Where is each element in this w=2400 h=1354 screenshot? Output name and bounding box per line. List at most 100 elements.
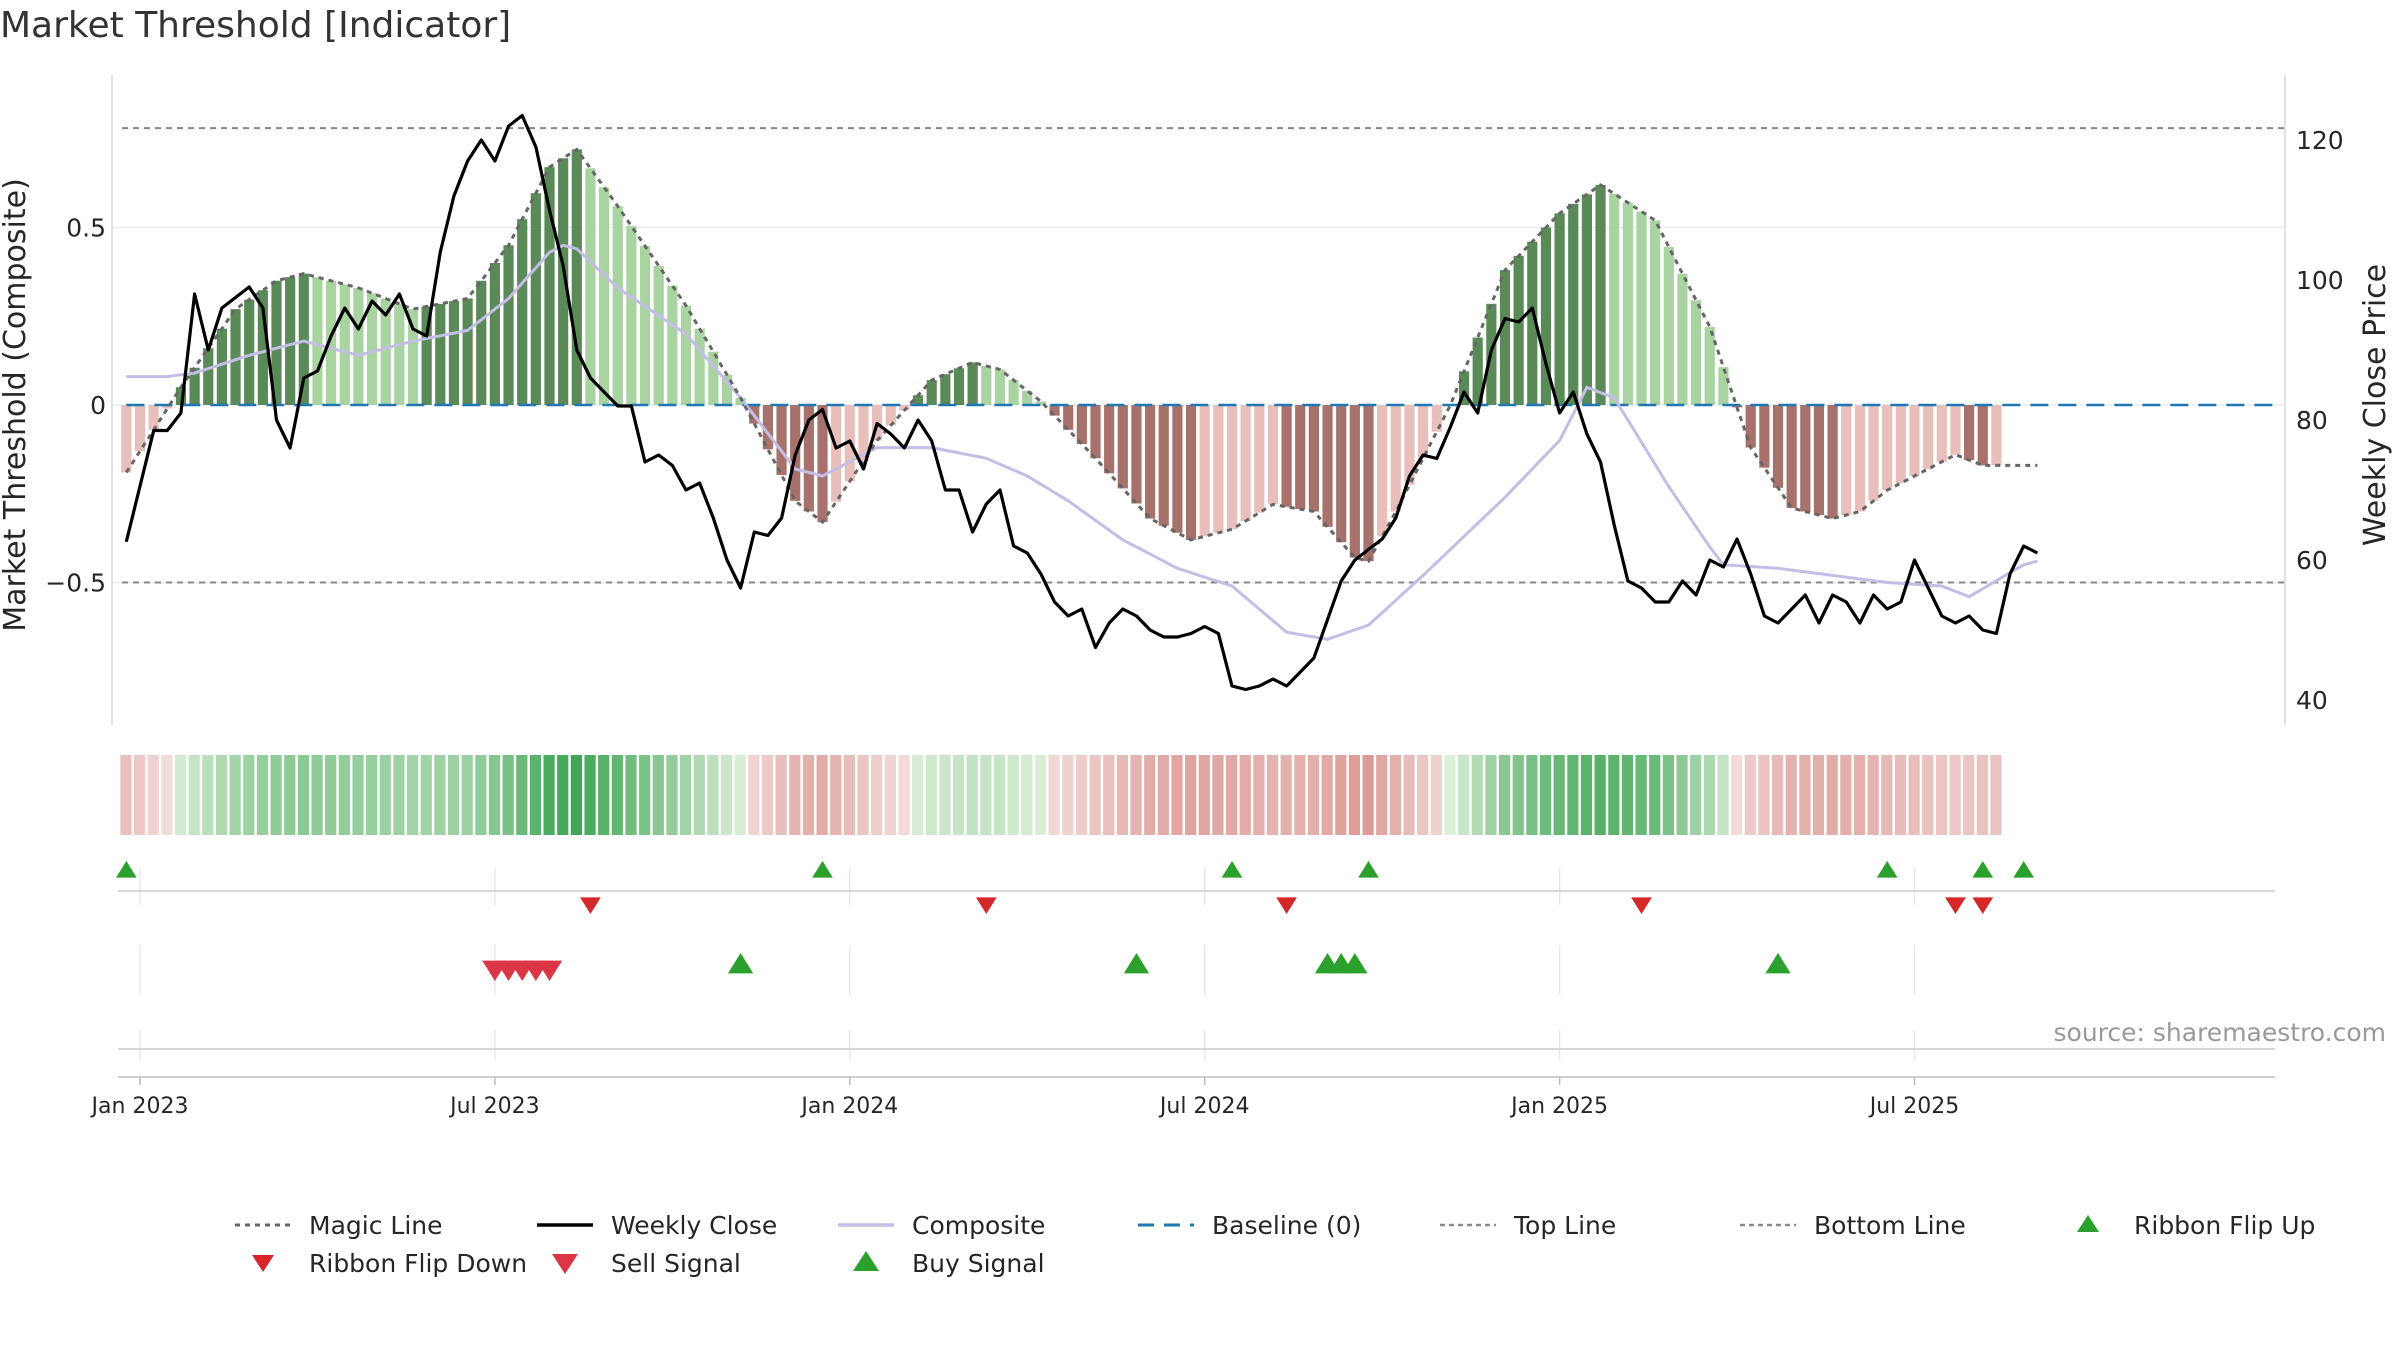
ribbon-flip-down-marker-1 (975, 897, 997, 914)
legend-label-flipup: Ribbon Flip Up (2134, 1211, 2315, 1240)
composite-bar-week-23 (448, 301, 460, 405)
ribbon-cell-week-135 (1976, 755, 1988, 835)
legend-swatch-sell (552, 1254, 578, 1274)
legend-item-composite: Composite (838, 1211, 1045, 1240)
ribbon-cell-week-40 (680, 755, 692, 835)
composite-bar-week-114 (1691, 300, 1702, 405)
composite-bar-week-112 (1663, 247, 1674, 405)
buy-signal-marker-1 (1123, 953, 1150, 974)
composite-bar-week-1 (148, 405, 159, 430)
composite-bar-week-104 (1554, 213, 1565, 405)
legend-swatch-buy (853, 1251, 879, 1271)
composite-bar-week-47 (776, 405, 787, 476)
legend-item-magic: Magic Line (235, 1211, 443, 1240)
ribbon-cell-week-63 (993, 755, 1006, 835)
ribbon-cell-week-7 (229, 755, 241, 835)
legend: Magic Line Weekly Close Composite Baseline … (235, 1211, 2315, 1278)
ribbon-cell-week-55 (884, 755, 896, 835)
composite-bar-week-42 (708, 351, 719, 405)
composite-bar-week-98 (1472, 337, 1483, 405)
composite-bar-week-120 (1772, 405, 1784, 488)
composite-bar-week-68 (1063, 405, 1074, 430)
composite-bar-week-53 (858, 405, 869, 461)
composite-bar-week-134 (1964, 405, 1975, 461)
composite-bar-week-58 (926, 380, 937, 405)
ribbon-cell-week-66 (1034, 755, 1047, 835)
y-axis-label-right: Weekly Close Price (2358, 264, 2393, 546)
composite-bar-week-115 (1704, 326, 1715, 405)
ribbon-cell-week-52 (843, 755, 855, 835)
ribbon-flip-down-marker-4 (1945, 897, 1966, 914)
date-tick-4: Jan 2025 (1509, 1094, 1608, 1119)
composite-bar-week-59 (940, 374, 951, 405)
source-label: source: sharemaestro.com (2054, 1018, 2387, 1047)
composite-bar-week-37 (639, 245, 651, 405)
ribbon-cell-week-10 (270, 755, 282, 835)
composite-bar-week-97 (1458, 371, 1470, 405)
y-axis-label-left: Market Threshold (Composite) (0, 178, 33, 632)
ribbon-cell-week-57 (912, 755, 924, 835)
composite-bar-week-64 (1008, 380, 1019, 405)
date-tick-1: Jul 2023 (448, 1094, 540, 1119)
composite-bar-week-121 (1786, 405, 1797, 508)
composite-bar-week-57 (912, 395, 924, 405)
composite-bar-week-109 (1622, 202, 1633, 405)
ribbon-flip-up-marker-1 (812, 861, 833, 878)
composite-bar-week-6 (216, 328, 227, 405)
legend-label-sell: Sell Signal (611, 1249, 741, 1278)
composite-bar-week-111 (1650, 220, 1661, 405)
ribbon-cell-week-46 (761, 755, 774, 835)
ribbon-cell-week-12 (297, 755, 309, 835)
ribbon-cell-week-22 (434, 755, 446, 835)
ribbon-cell-week-115 (1703, 755, 1715, 835)
ribbon-cell-week-0 (134, 755, 146, 835)
ribbon-flip-down-marker-3 (1631, 897, 1652, 914)
y-tick-right-3: 60 (2296, 546, 2328, 575)
composite-bar-week-3 (175, 387, 187, 405)
ribbon-cell-week-43 (720, 755, 733, 835)
ribbon-cell-week-48 (789, 755, 801, 835)
composite-bar-week-41 (694, 328, 705, 405)
ribbon-cell-week-61 (966, 755, 978, 835)
ribbon-cell-week-134 (1963, 755, 1975, 835)
composite-bar-week-136 (1991, 405, 2002, 466)
ribbon-cell-week-97 (1458, 755, 1470, 835)
composite-bar-week-70 (1090, 405, 1101, 459)
composite-bar-week-80 (1226, 405, 1238, 530)
buy-signal-marker-4 (1342, 953, 1368, 974)
ribbon-cell-week-106 (1580, 755, 1593, 835)
composite-bar-week-89 (1349, 405, 1360, 558)
ribbon-cell-week-34 (598, 755, 610, 835)
ribbon-cell-week-82 (1253, 755, 1265, 835)
composite-bar-week-87 (1322, 405, 1333, 527)
ribbon-cell-week-104 (1553, 755, 1565, 835)
composite-bar-week-22 (435, 303, 446, 405)
composite-bar-week-128 (1882, 405, 1893, 491)
composite-bar-week-20 (407, 309, 419, 405)
ribbon-cell-week-19 (393, 755, 405, 835)
ribbon-cell-week-131 (1922, 755, 1934, 835)
legend-label-magic: Magic Line (309, 1211, 443, 1240)
ribbon-cell-week-99 (1485, 755, 1497, 835)
composite-bar-week-92 (1390, 405, 1401, 512)
composite-bar-week-4 (189, 367, 200, 405)
ribbon-cell-week-14 (325, 755, 337, 835)
ribbon-cell-week-60 (953, 755, 965, 835)
ribbon-cell-week-56 (898, 755, 910, 835)
composite-bar-week-100 (1499, 270, 1511, 405)
ribbon-cell-week-120 (1772, 755, 1784, 835)
composite-bar-week-24 (462, 298, 473, 405)
composite-bar-week-27 (503, 245, 514, 405)
composite-bar-week-82 (1254, 405, 1265, 513)
y-tick-right-4: 40 (2296, 686, 2328, 715)
ribbon-cell-week-102 (1526, 755, 1538, 835)
date-tick-0: Jan 2023 (90, 1094, 189, 1119)
composite-bar-week-85 (1295, 405, 1306, 510)
composite-bar-week-91 (1377, 405, 1388, 537)
composite-bar-week-74 (1145, 405, 1156, 519)
composite-bar-week-75 (1158, 405, 1169, 526)
composite-bar-week-90 (1363, 405, 1374, 562)
legend-swatch-flipdown (252, 1255, 274, 1272)
composite-bar-week-135 (1977, 405, 1988, 466)
